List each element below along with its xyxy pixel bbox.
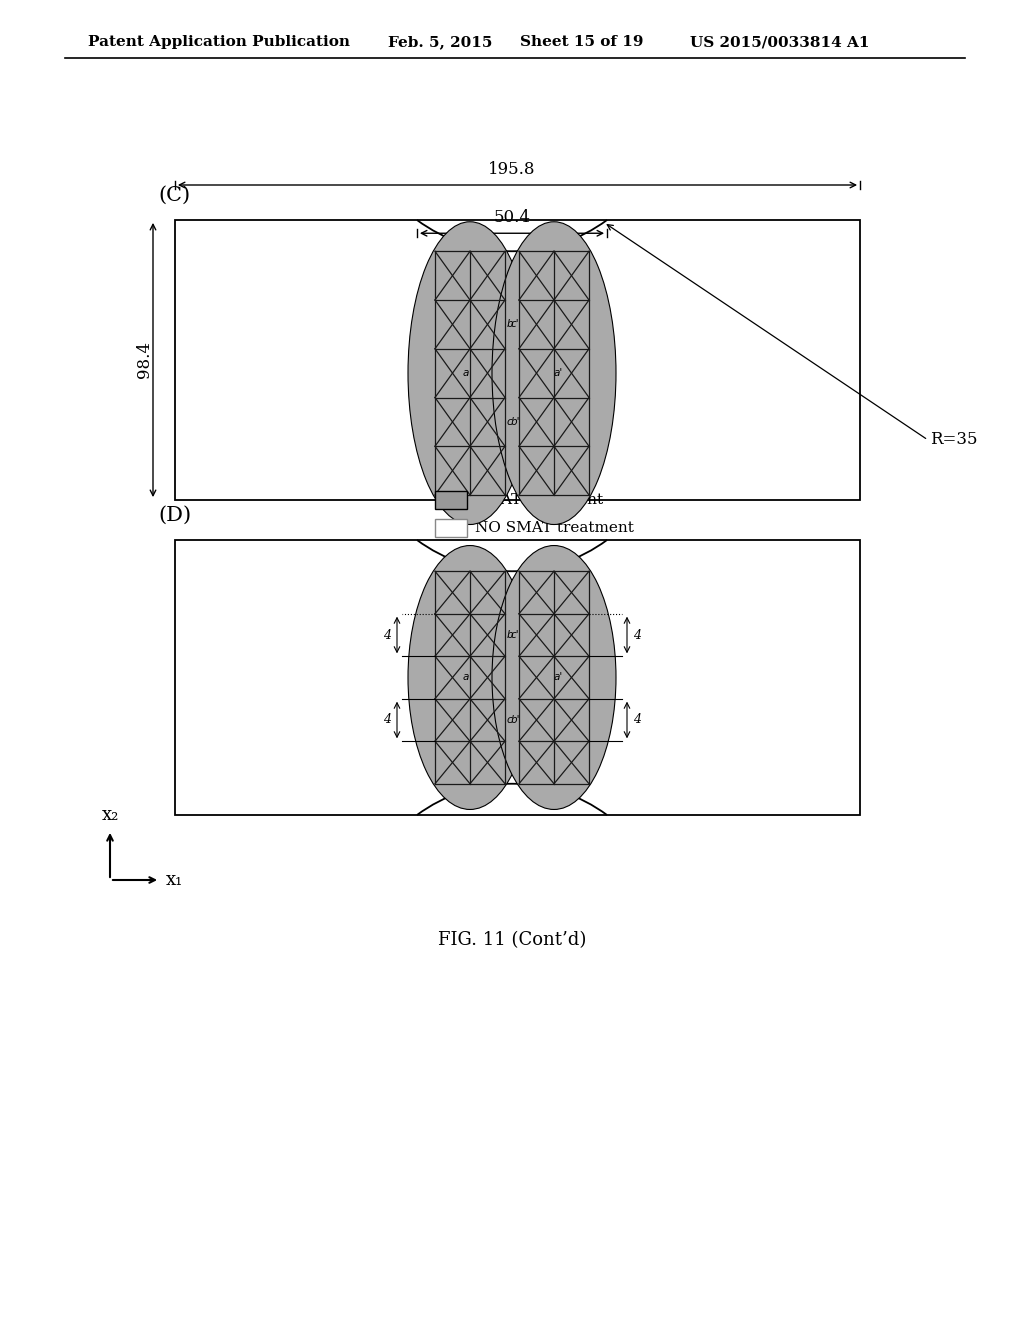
Ellipse shape: [408, 545, 532, 809]
Text: c: c: [507, 417, 513, 426]
Text: US 2015/0033814 A1: US 2015/0033814 A1: [690, 36, 869, 49]
Text: R=35: R=35: [930, 432, 978, 449]
Ellipse shape: [492, 222, 616, 524]
Text: 98.4: 98.4: [136, 342, 154, 379]
Ellipse shape: [492, 545, 616, 809]
Text: a: a: [463, 368, 469, 378]
Ellipse shape: [408, 222, 532, 524]
Text: 4: 4: [383, 628, 391, 642]
Text: Sheet 15 of 19: Sheet 15 of 19: [520, 36, 643, 49]
Text: SMAT treatment: SMAT treatment: [475, 492, 603, 507]
Text: Patent Application Publication: Patent Application Publication: [88, 36, 350, 49]
Text: FIG. 11 (Cont’d): FIG. 11 (Cont’d): [438, 931, 586, 949]
Text: b: b: [507, 319, 514, 330]
Text: a: a: [463, 672, 469, 682]
Text: (C): (C): [158, 186, 190, 205]
Text: NO SMAT treatment: NO SMAT treatment: [475, 521, 634, 535]
Text: x₁: x₁: [166, 871, 183, 888]
Text: 4: 4: [633, 714, 641, 726]
Bar: [175, 220, 860, 500]
Polygon shape: [175, 220, 860, 251]
Bar: [435, 519, 467, 537]
Text: b': b': [511, 715, 520, 725]
Text: 4: 4: [383, 714, 391, 726]
Text: (D): (D): [158, 506, 191, 525]
Text: 4: 4: [633, 628, 641, 642]
Text: c: c: [507, 715, 513, 725]
Text: b': b': [511, 417, 520, 426]
Text: c': c': [511, 319, 519, 330]
Text: x₂: x₂: [101, 807, 119, 824]
Text: b: b: [507, 630, 514, 640]
Text: a': a': [553, 368, 562, 378]
Polygon shape: [175, 784, 860, 814]
Text: 195.8: 195.8: [488, 161, 536, 178]
Bar: [435, 491, 467, 510]
Text: 50.4: 50.4: [494, 210, 530, 226]
Text: a': a': [553, 672, 562, 682]
Bar: [175, 540, 860, 814]
Text: Feb. 5, 2015: Feb. 5, 2015: [388, 36, 493, 49]
Polygon shape: [175, 540, 860, 572]
Text: c': c': [511, 630, 519, 640]
